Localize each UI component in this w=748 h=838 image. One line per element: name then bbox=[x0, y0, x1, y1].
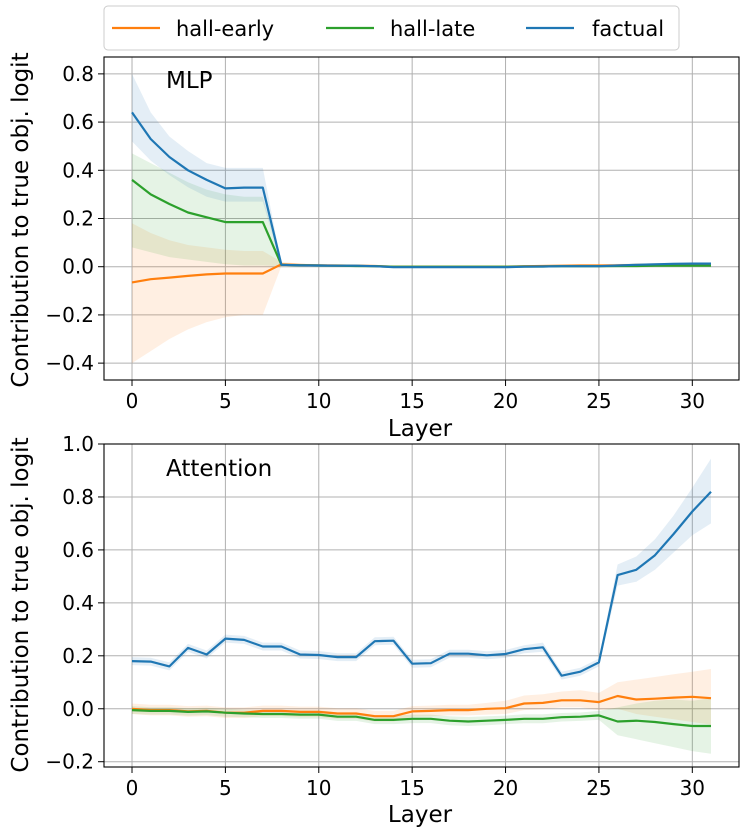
attention-axes-frame bbox=[103, 443, 740, 768]
attention-x-tick-label: 0 bbox=[126, 776, 139, 800]
mlp-y-tick-label: 0.4 bbox=[62, 158, 94, 182]
attention-series bbox=[131, 458, 712, 754]
mlp-x-tick-label: 5 bbox=[219, 389, 232, 413]
attention-y-tick-label: 0.4 bbox=[62, 591, 94, 615]
mlp-ticks: 0 5 10 15 20 25 30 −0.4 −0.2 0.0 0.2 0.4 0.6 0.8 bbox=[45, 62, 705, 413]
mlp-y-tick-label: 0.8 bbox=[62, 62, 94, 86]
attention-panel: 0 5 10 15 20 25 30 −0.2 0.0 0.2 0.4 0.6 0.8 1.0 Atten… bbox=[8, 432, 740, 828]
mlp-panel: 0 5 10 15 20 25 30−0.4−0.20.00.20.40.60.8 MLP … bbox=[8, 52, 740, 442]
mlp-panel-title: MLP bbox=[166, 68, 213, 94]
attention-line-hall-late bbox=[131, 709, 711, 728]
attention-x-tick-label: 20 bbox=[493, 776, 518, 800]
attention-x-axis-label: Layer bbox=[388, 802, 453, 828]
mlp-series bbox=[131, 73, 711, 364]
attention-line-factual bbox=[131, 490, 712, 677]
mlp-x-tick-label: 0 bbox=[126, 389, 139, 413]
mlp-band-hall-late bbox=[132, 153, 711, 268]
attention-y-tick-label: 0.0 bbox=[62, 697, 94, 721]
mlp-y-tick-label: 0.6 bbox=[62, 110, 94, 134]
attention-x-tick-label: 25 bbox=[586, 776, 611, 800]
legend-label-hall-late: hall-late bbox=[390, 17, 475, 41]
attention-y-tick-label: 0.2 bbox=[62, 644, 94, 668]
mlp-x-tick-label: 10 bbox=[306, 389, 331, 413]
mlp-y-axis-label: Contribution to true obj. logit bbox=[8, 52, 34, 387]
mlp-grid bbox=[104, 57, 739, 380]
attention-x-tick-label: 10 bbox=[306, 776, 331, 800]
mlp-band-factual bbox=[132, 73, 711, 269]
attention-x-tick-label: 30 bbox=[680, 776, 705, 800]
attention-x-tick-label: 15 bbox=[399, 776, 424, 800]
mlp-y-tick-label: 0.0 bbox=[62, 255, 94, 279]
mlp-x-tick-label: 25 bbox=[586, 389, 611, 413]
legend-label-hall-early: hall-early bbox=[176, 17, 274, 41]
attention-ticks: 0 5 10 15 20 25 30 −0.2 0.0 0.2 0.4 0.6 0.8 1.0 bbox=[45, 432, 705, 800]
mlp-y-tick-label: 0.2 bbox=[62, 207, 94, 231]
mlp-band-hall-early bbox=[132, 223, 711, 364]
mlp-y-tick-label: −0.2 bbox=[45, 303, 94, 327]
attention-y-tick-label: 0.6 bbox=[62, 538, 94, 562]
attention-y-tick-label: 0.8 bbox=[62, 485, 94, 509]
attention-y-tick-label: −0.2 bbox=[45, 750, 94, 774]
mlp-x-axis-label: Layer bbox=[388, 416, 453, 442]
attention-x-tick-label: 5 bbox=[219, 776, 232, 800]
attention-panel-title: Attention bbox=[166, 456, 272, 482]
mlp-x-tick-label: 20 bbox=[493, 389, 518, 413]
attention-band-hall-late bbox=[132, 698, 711, 754]
legend-frame bbox=[103, 5, 680, 51]
mlp-x-tick-label: 30 bbox=[680, 389, 705, 413]
attention-band-factual bbox=[132, 458, 711, 680]
mlp-y-tick-label: −0.4 bbox=[45, 351, 94, 375]
legend: hall-early hall-late factual bbox=[103, 5, 680, 51]
legend-label-factual: factual bbox=[592, 17, 664, 41]
attention-y-tick-label: 1.0 bbox=[62, 432, 94, 456]
mlp-x-tick-label: 15 bbox=[399, 389, 424, 413]
attention-y-axis-label: Contribution to true obj. logit bbox=[8, 437, 34, 772]
mlp-line-factual bbox=[131, 111, 711, 269]
